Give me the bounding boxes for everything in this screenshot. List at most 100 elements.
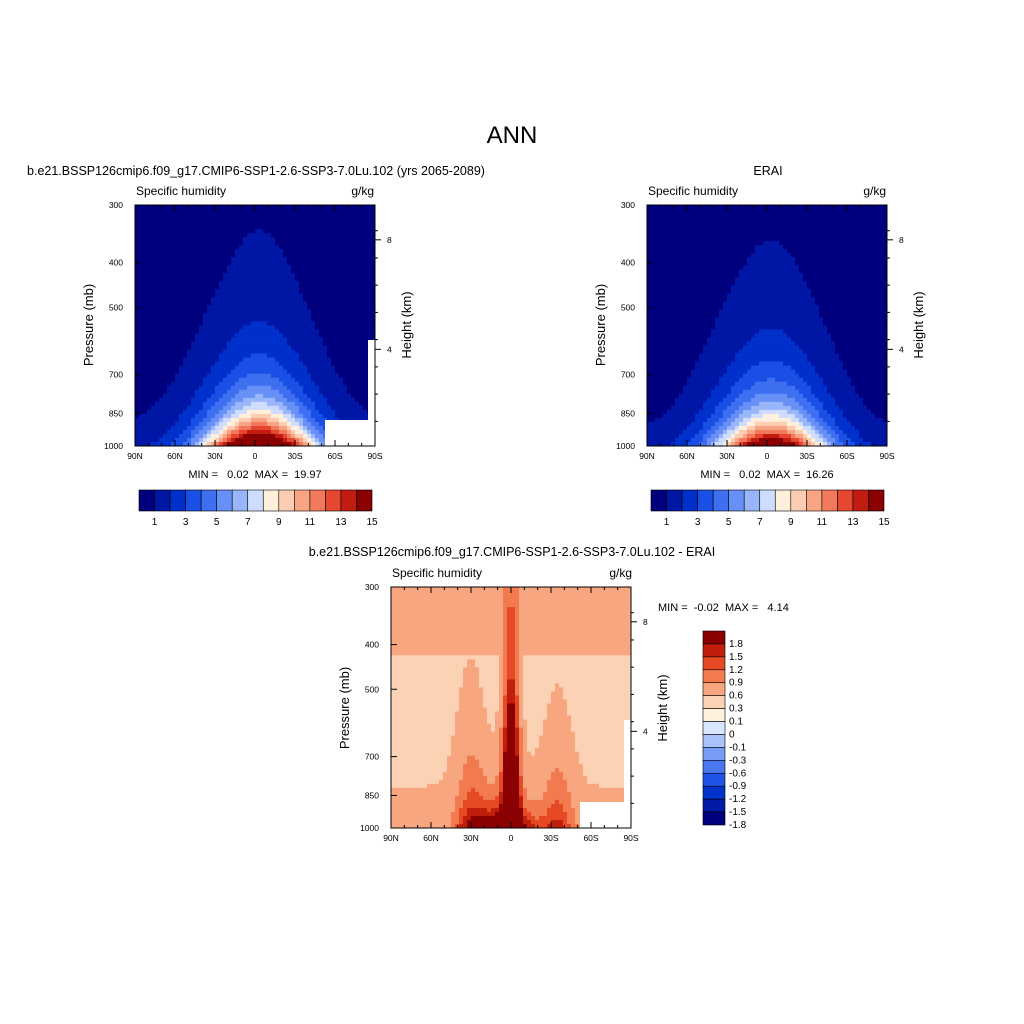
contour-cell	[215, 337, 220, 342]
contour-cell	[235, 213, 240, 218]
contour-cell	[815, 265, 820, 270]
contour-cell	[287, 285, 292, 290]
contour-cell	[139, 253, 144, 258]
contour-cell	[339, 405, 344, 411]
contour-cell	[791, 241, 796, 246]
contour-cell	[315, 429, 320, 435]
contour-cell	[299, 385, 304, 391]
contour-cell	[187, 421, 192, 427]
contour-cell	[875, 229, 880, 234]
contour-cell	[371, 269, 375, 274]
contour-cell	[803, 261, 808, 266]
contour-cell	[735, 269, 740, 274]
contour-cell	[371, 301, 375, 306]
contour-cell	[859, 257, 864, 262]
contour-cell	[315, 385, 320, 391]
contour-cell	[247, 389, 252, 395]
contour-cell	[319, 277, 324, 282]
contour-cell	[147, 253, 152, 258]
contour-cell	[255, 261, 260, 266]
contour-cell	[739, 289, 744, 294]
contour-cell	[335, 217, 340, 222]
contour-cell	[647, 229, 652, 234]
contour-cell	[143, 269, 148, 274]
contour-cell	[247, 309, 252, 314]
contour-cell	[159, 217, 164, 222]
contour-cell	[731, 233, 736, 238]
contour-cell	[259, 409, 264, 415]
contour-cell	[651, 229, 656, 234]
contour-cell	[363, 205, 368, 210]
contour-cell	[179, 345, 184, 350]
contour-cell	[143, 281, 148, 286]
contour-cell	[211, 421, 216, 427]
contour-cell	[871, 253, 876, 258]
contour-cell	[179, 293, 184, 298]
contour-cell	[227, 325, 232, 330]
contour-cell	[215, 289, 220, 294]
contour-cell	[343, 317, 348, 322]
contour-cell	[719, 277, 724, 282]
contour-cell	[235, 401, 240, 407]
contour-cell	[331, 229, 336, 234]
contour-cell	[223, 325, 228, 330]
contour-cell	[787, 257, 792, 262]
contour-cell	[167, 353, 172, 359]
contour-cell	[287, 297, 292, 302]
contour-cell	[815, 281, 820, 286]
contour-cell	[295, 333, 300, 338]
contour-cell	[203, 205, 208, 210]
contour-cell	[163, 353, 168, 359]
contour-cell	[271, 345, 276, 350]
contour-cell	[271, 397, 276, 403]
contour-cell	[315, 237, 320, 242]
contour-cell	[311, 229, 316, 234]
contour-cell	[355, 377, 360, 383]
contour-cell	[323, 265, 328, 270]
contour-cell	[787, 265, 792, 270]
contour-cell	[207, 417, 212, 423]
contour-cell	[791, 261, 796, 266]
contour-cell	[355, 357, 360, 363]
contour-cell	[863, 281, 868, 286]
contour-cell	[195, 393, 200, 399]
contour-cell	[267, 433, 272, 439]
contour-cell	[255, 317, 260, 322]
contour-cell	[259, 213, 264, 218]
contour-cell	[243, 405, 248, 411]
contour-cell	[175, 417, 180, 423]
contour-cell	[255, 429, 260, 435]
contour-cell	[203, 373, 208, 379]
contour-cell	[847, 213, 852, 218]
contour-cell	[187, 269, 192, 274]
contour-cell	[319, 209, 324, 214]
contour-cell	[163, 225, 168, 230]
contour-cell	[279, 277, 284, 282]
contour-cell	[847, 261, 852, 266]
contour-cell	[295, 437, 300, 443]
contour-cell	[187, 397, 192, 403]
contour-cell	[163, 441, 168, 446]
contour-cell	[879, 245, 884, 250]
contour-cell	[359, 305, 364, 310]
contour-cell	[331, 389, 336, 395]
contour-cell	[223, 261, 228, 266]
contour-cell	[227, 233, 232, 238]
contour-cell	[159, 309, 164, 314]
contour-cell	[239, 245, 244, 250]
contour-cell	[151, 429, 156, 435]
contour-cell	[715, 221, 720, 226]
contour-cell	[171, 381, 176, 387]
contour-cell	[163, 325, 168, 330]
contour-cell	[279, 209, 284, 214]
contour-cell	[799, 281, 804, 286]
contour-cell	[339, 377, 344, 383]
contour-cell	[339, 277, 344, 282]
contour-cell	[215, 209, 220, 214]
contour-cell	[199, 373, 204, 379]
contour-cell	[691, 205, 696, 210]
contour-cell	[367, 217, 372, 222]
contour-cell	[363, 209, 368, 214]
contour-cell	[823, 225, 828, 230]
contour-cell	[171, 389, 176, 395]
